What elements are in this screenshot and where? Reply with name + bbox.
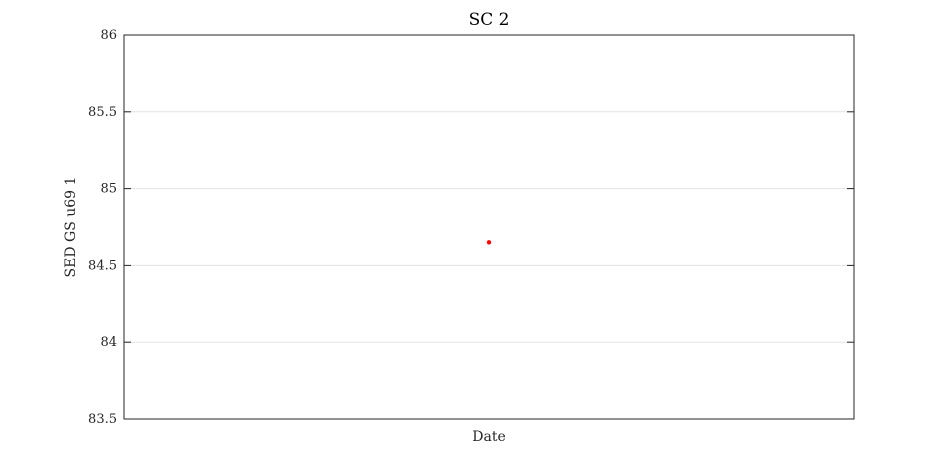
- plot-background: [124, 35, 854, 419]
- y-tick-label: 83.5: [88, 412, 117, 427]
- y-tick-label: 85: [100, 182, 117, 197]
- y-tick-label: 85.5: [88, 105, 117, 120]
- data-points: [486, 240, 492, 245]
- x-axis-title: Date: [472, 429, 505, 445]
- data-point: [486, 240, 492, 245]
- grid-lines: [124, 111, 854, 343]
- y-tick-label: 86: [100, 28, 117, 43]
- y-tick-label: 84.5: [88, 258, 117, 273]
- plot-frame: [123, 34, 855, 420]
- y-tick-label: 84: [100, 335, 117, 350]
- y-axis-tick-labels: 83.5 84 84.5 85 85.5 86: [88, 28, 117, 427]
- y-axis-ticks: [124, 34, 854, 420]
- chart-title: SC 2: [469, 10, 510, 30]
- y-axis-title: SED GS u69 1: [63, 177, 79, 278]
